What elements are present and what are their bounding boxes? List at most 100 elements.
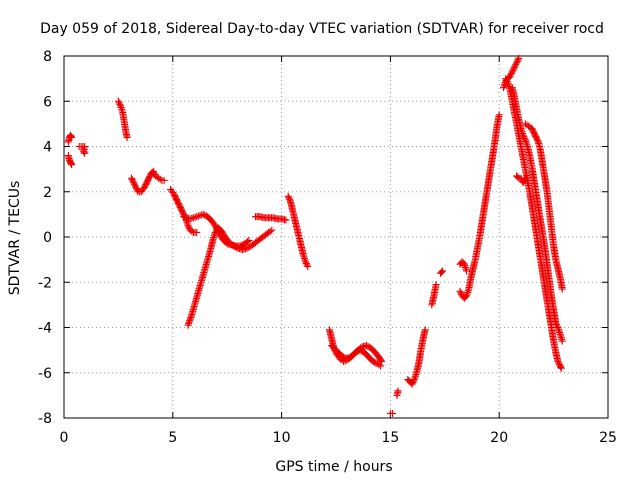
data-point [513, 59, 521, 67]
x-tick-label: 10 [273, 430, 291, 446]
data-point [189, 214, 197, 222]
plot-frame [63, 55, 609, 419]
data-point [114, 97, 122, 105]
data-point [410, 377, 418, 385]
data-point [303, 261, 311, 269]
data-point [266, 227, 274, 235]
data-point [286, 195, 294, 203]
data-point [510, 63, 518, 71]
data-point [127, 174, 135, 182]
axes: 0 5 10 15 20 25 -8 -6 -4 -2 0 2 4 6 8 [38, 49, 617, 446]
data-point [68, 133, 76, 141]
data-point [185, 223, 193, 231]
data-point [506, 72, 514, 80]
data-point [394, 387, 402, 395]
data-point [503, 78, 511, 86]
data-point [553, 322, 561, 330]
data-point [302, 259, 310, 267]
data-point [552, 319, 560, 327]
data-point [243, 244, 251, 252]
x-tick-label: 25 [599, 430, 617, 446]
data-point [421, 326, 429, 334]
data-point [389, 409, 397, 417]
data-point [439, 267, 447, 275]
data-point [149, 167, 157, 175]
data-point [508, 69, 516, 77]
data-point [129, 177, 137, 185]
data-point [188, 214, 196, 222]
data-point [302, 258, 310, 266]
data-point [131, 182, 139, 190]
data-point [377, 356, 385, 364]
data-point [519, 179, 527, 187]
data-point [438, 268, 446, 276]
data-point [553, 320, 561, 328]
data-point [304, 262, 312, 270]
data-point [186, 215, 194, 223]
data-point [81, 149, 89, 157]
y-tick-label: 4 [43, 140, 52, 156]
data-point [188, 227, 196, 235]
data-point [463, 267, 471, 275]
data-point [130, 180, 138, 188]
data-point [521, 174, 529, 182]
data-point [285, 194, 293, 202]
data-point [268, 226, 276, 234]
x-axis-label: GPS time / hours [275, 459, 392, 475]
data-point [180, 213, 188, 221]
data-point [123, 133, 131, 141]
y-tick-label: 8 [43, 49, 52, 65]
y-axis-label: SDTVAR / TECUs [7, 181, 23, 296]
data-point [512, 60, 520, 68]
data-point [201, 211, 209, 219]
data-point [409, 379, 417, 387]
chart-title: Day 059 of 2018, Sidereal Day-to-day VTE… [40, 21, 604, 37]
data-point [193, 228, 201, 236]
data-point [199, 210, 207, 218]
data-point [160, 176, 168, 184]
data-point [233, 244, 241, 252]
data-point [378, 357, 386, 365]
data-point [502, 76, 510, 84]
data-point [495, 111, 503, 119]
data-point [514, 173, 522, 181]
data-point [521, 176, 529, 184]
data-point [521, 134, 529, 142]
x-tick-label: 5 [168, 430, 177, 446]
data-point [193, 213, 201, 221]
data-point [191, 213, 199, 221]
data-points [64, 54, 566, 417]
data-point [128, 176, 136, 184]
data-point [513, 57, 521, 65]
data-point [456, 287, 464, 295]
data-point [555, 359, 563, 367]
data-point [520, 133, 528, 141]
data-point [558, 337, 566, 345]
data-point [231, 243, 239, 251]
y-tick-label: -8 [38, 411, 52, 427]
data-point [132, 183, 140, 191]
data-point [369, 357, 377, 365]
data-point [284, 192, 292, 200]
data-point [245, 236, 253, 244]
data-point [244, 238, 252, 246]
data-point [362, 342, 370, 350]
y-tick-label: 0 [43, 230, 52, 246]
data-point [364, 342, 372, 350]
data-point [194, 212, 202, 220]
y-tick-label: 2 [43, 185, 52, 201]
data-point [282, 216, 290, 224]
data-point [520, 177, 528, 185]
grid [64, 56, 608, 418]
data-point [370, 358, 378, 366]
data-point [515, 54, 523, 62]
data-point [115, 99, 123, 107]
data-point [156, 175, 164, 183]
x-tick-label: 0 [60, 430, 69, 446]
data-point [519, 131, 527, 139]
data-point [510, 65, 518, 73]
data-point [502, 75, 510, 83]
data-point [408, 380, 416, 388]
data-point [357, 344, 365, 352]
y-tick-label: 6 [43, 94, 52, 110]
